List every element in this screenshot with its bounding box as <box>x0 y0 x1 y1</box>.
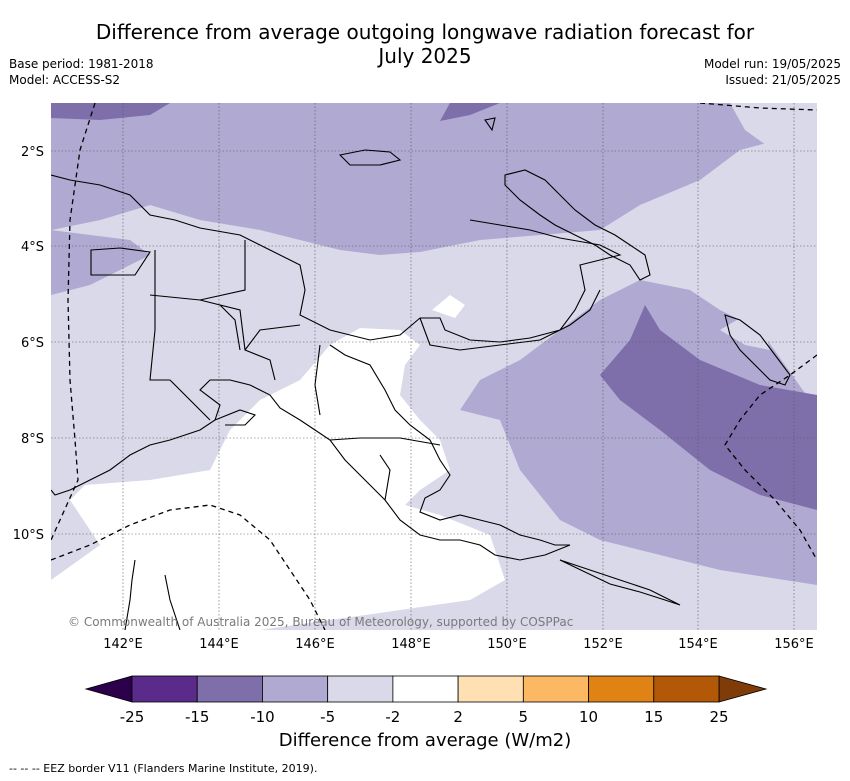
colorbar-swatch <box>653 675 720 703</box>
colorbar-swatch <box>588 675 655 703</box>
province-borders <box>90 240 441 501</box>
colorbar-title: Difference from average (W/m2) <box>278 730 572 751</box>
copyright: © Commonwealth of Australia 2025, Bureau… <box>68 615 573 629</box>
graticule <box>51 103 817 630</box>
meta-right: Model run: 19/05/2025 Issued: 21/05/2025 <box>704 56 841 88</box>
base-period: Base period: 1981-2018 <box>9 57 154 71</box>
lon-label: 142°E <box>103 637 143 652</box>
anomaly-patch-ne <box>730 103 817 170</box>
footnote: -- -- -- EEZ border V11 (Flanders Marine… <box>9 762 318 775</box>
anomaly-patch-east <box>720 318 770 350</box>
colorbar-swatch <box>327 675 394 703</box>
gulf-coast-detail <box>214 409 257 426</box>
colorbar-tick-label: -2 <box>385 708 400 726</box>
eez-border <box>51 103 817 630</box>
colorbar-tick-label: -25 <box>120 708 145 726</box>
colorbar-tick-label: 10 <box>579 708 598 726</box>
lon-label: 148°E <box>391 637 431 652</box>
model-run: Model run: 19/05/2025 <box>703 57 841 71</box>
lat-label: 10°S <box>13 528 44 543</box>
colorbar-tick-label: 25 <box>709 708 728 726</box>
colorbar-tick-label: -5 <box>320 708 335 726</box>
anomaly-band-medium-west <box>51 160 150 230</box>
lon-label: 146°E <box>295 637 335 652</box>
colorbar-swatch <box>457 675 524 703</box>
lat-label: 6°S <box>21 336 44 351</box>
admiralty-coast <box>338 149 402 166</box>
meta-left: Base period: 1981-2018 Model: ACCESS-S2 <box>9 56 154 88</box>
title-line-1: Difference from average outgoing longwav… <box>95 20 755 44</box>
map-title: Difference from average outgoing longwav… <box>0 20 850 68</box>
anomaly-patch-n <box>440 103 500 121</box>
lat-label: 2°S <box>21 145 44 160</box>
lon-label: 150°E <box>487 637 527 652</box>
anomaly-band-strong <box>600 305 817 510</box>
anomaly-band-medium <box>51 103 817 585</box>
lon-label: 144°E <box>199 637 239 652</box>
lat-label: 8°S <box>21 432 44 447</box>
coastlines <box>51 117 791 630</box>
colorbar-over-arrow <box>718 675 768 703</box>
colorbar-swatch <box>262 675 329 703</box>
small-island <box>484 117 496 132</box>
new-britain-coast <box>504 169 651 281</box>
lon-label: 154°E <box>678 637 718 652</box>
cape-york-coast <box>124 559 181 630</box>
colorbar-swatch <box>522 675 589 703</box>
lat-labels: 2°S 4°S 6°S 8°S 10°S <box>13 145 44 543</box>
colorbar-tick-label: 2 <box>453 708 463 726</box>
colorbar-tick-label: 15 <box>644 708 663 726</box>
colorbar: -25 -15 -10 -5 -2 2 5 10 15 25 <box>84 675 768 726</box>
colorbar-tick-label: 5 <box>519 708 529 726</box>
lon-label: 152°E <box>583 637 623 652</box>
lon-label: 156°E <box>774 637 814 652</box>
issued-date: Issued: 21/05/2025 <box>725 73 841 87</box>
map-area: © Commonwealth of Australia 2025, Bureau… <box>51 103 817 630</box>
colorbar-swatch <box>392 675 459 703</box>
colorbar-tick-label: -10 <box>250 708 275 726</box>
anomaly-patch-neutral-n <box>432 295 465 318</box>
colorbar-under-arrow <box>84 675 133 703</box>
bougainville-coast <box>724 314 791 386</box>
colorbar-swatch <box>196 675 263 703</box>
lon-labels: 142°E 144°E 146°E 148°E 150°E 152°E 154°… <box>103 637 814 652</box>
colorbar-swatch <box>131 675 198 703</box>
lat-label: 4°S <box>21 240 44 255</box>
new-guinea-coast <box>51 174 622 561</box>
colorbar-tick-label: -15 <box>185 708 210 726</box>
title-line-2: July 2025 <box>378 44 472 68</box>
country-border <box>149 250 170 381</box>
model-name: Model: ACCESS-S2 <box>9 73 121 87</box>
louisiade-coast <box>559 559 681 606</box>
anomaly-patch-nw <box>51 103 170 120</box>
